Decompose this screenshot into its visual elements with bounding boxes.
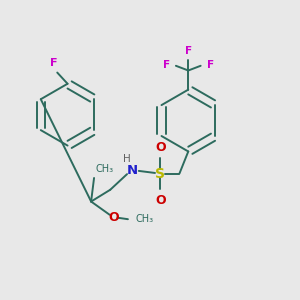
Text: F: F	[207, 60, 214, 70]
Text: H: H	[123, 154, 131, 164]
Text: S: S	[155, 167, 165, 181]
Text: O: O	[155, 194, 166, 207]
Text: CH₃: CH₃	[135, 214, 153, 224]
Text: F: F	[163, 60, 170, 70]
Text: O: O	[155, 140, 166, 154]
Text: N: N	[127, 164, 138, 177]
Text: CH₃: CH₃	[95, 164, 114, 174]
Text: F: F	[185, 46, 192, 56]
Text: F: F	[50, 58, 57, 68]
Text: O: O	[109, 211, 119, 224]
